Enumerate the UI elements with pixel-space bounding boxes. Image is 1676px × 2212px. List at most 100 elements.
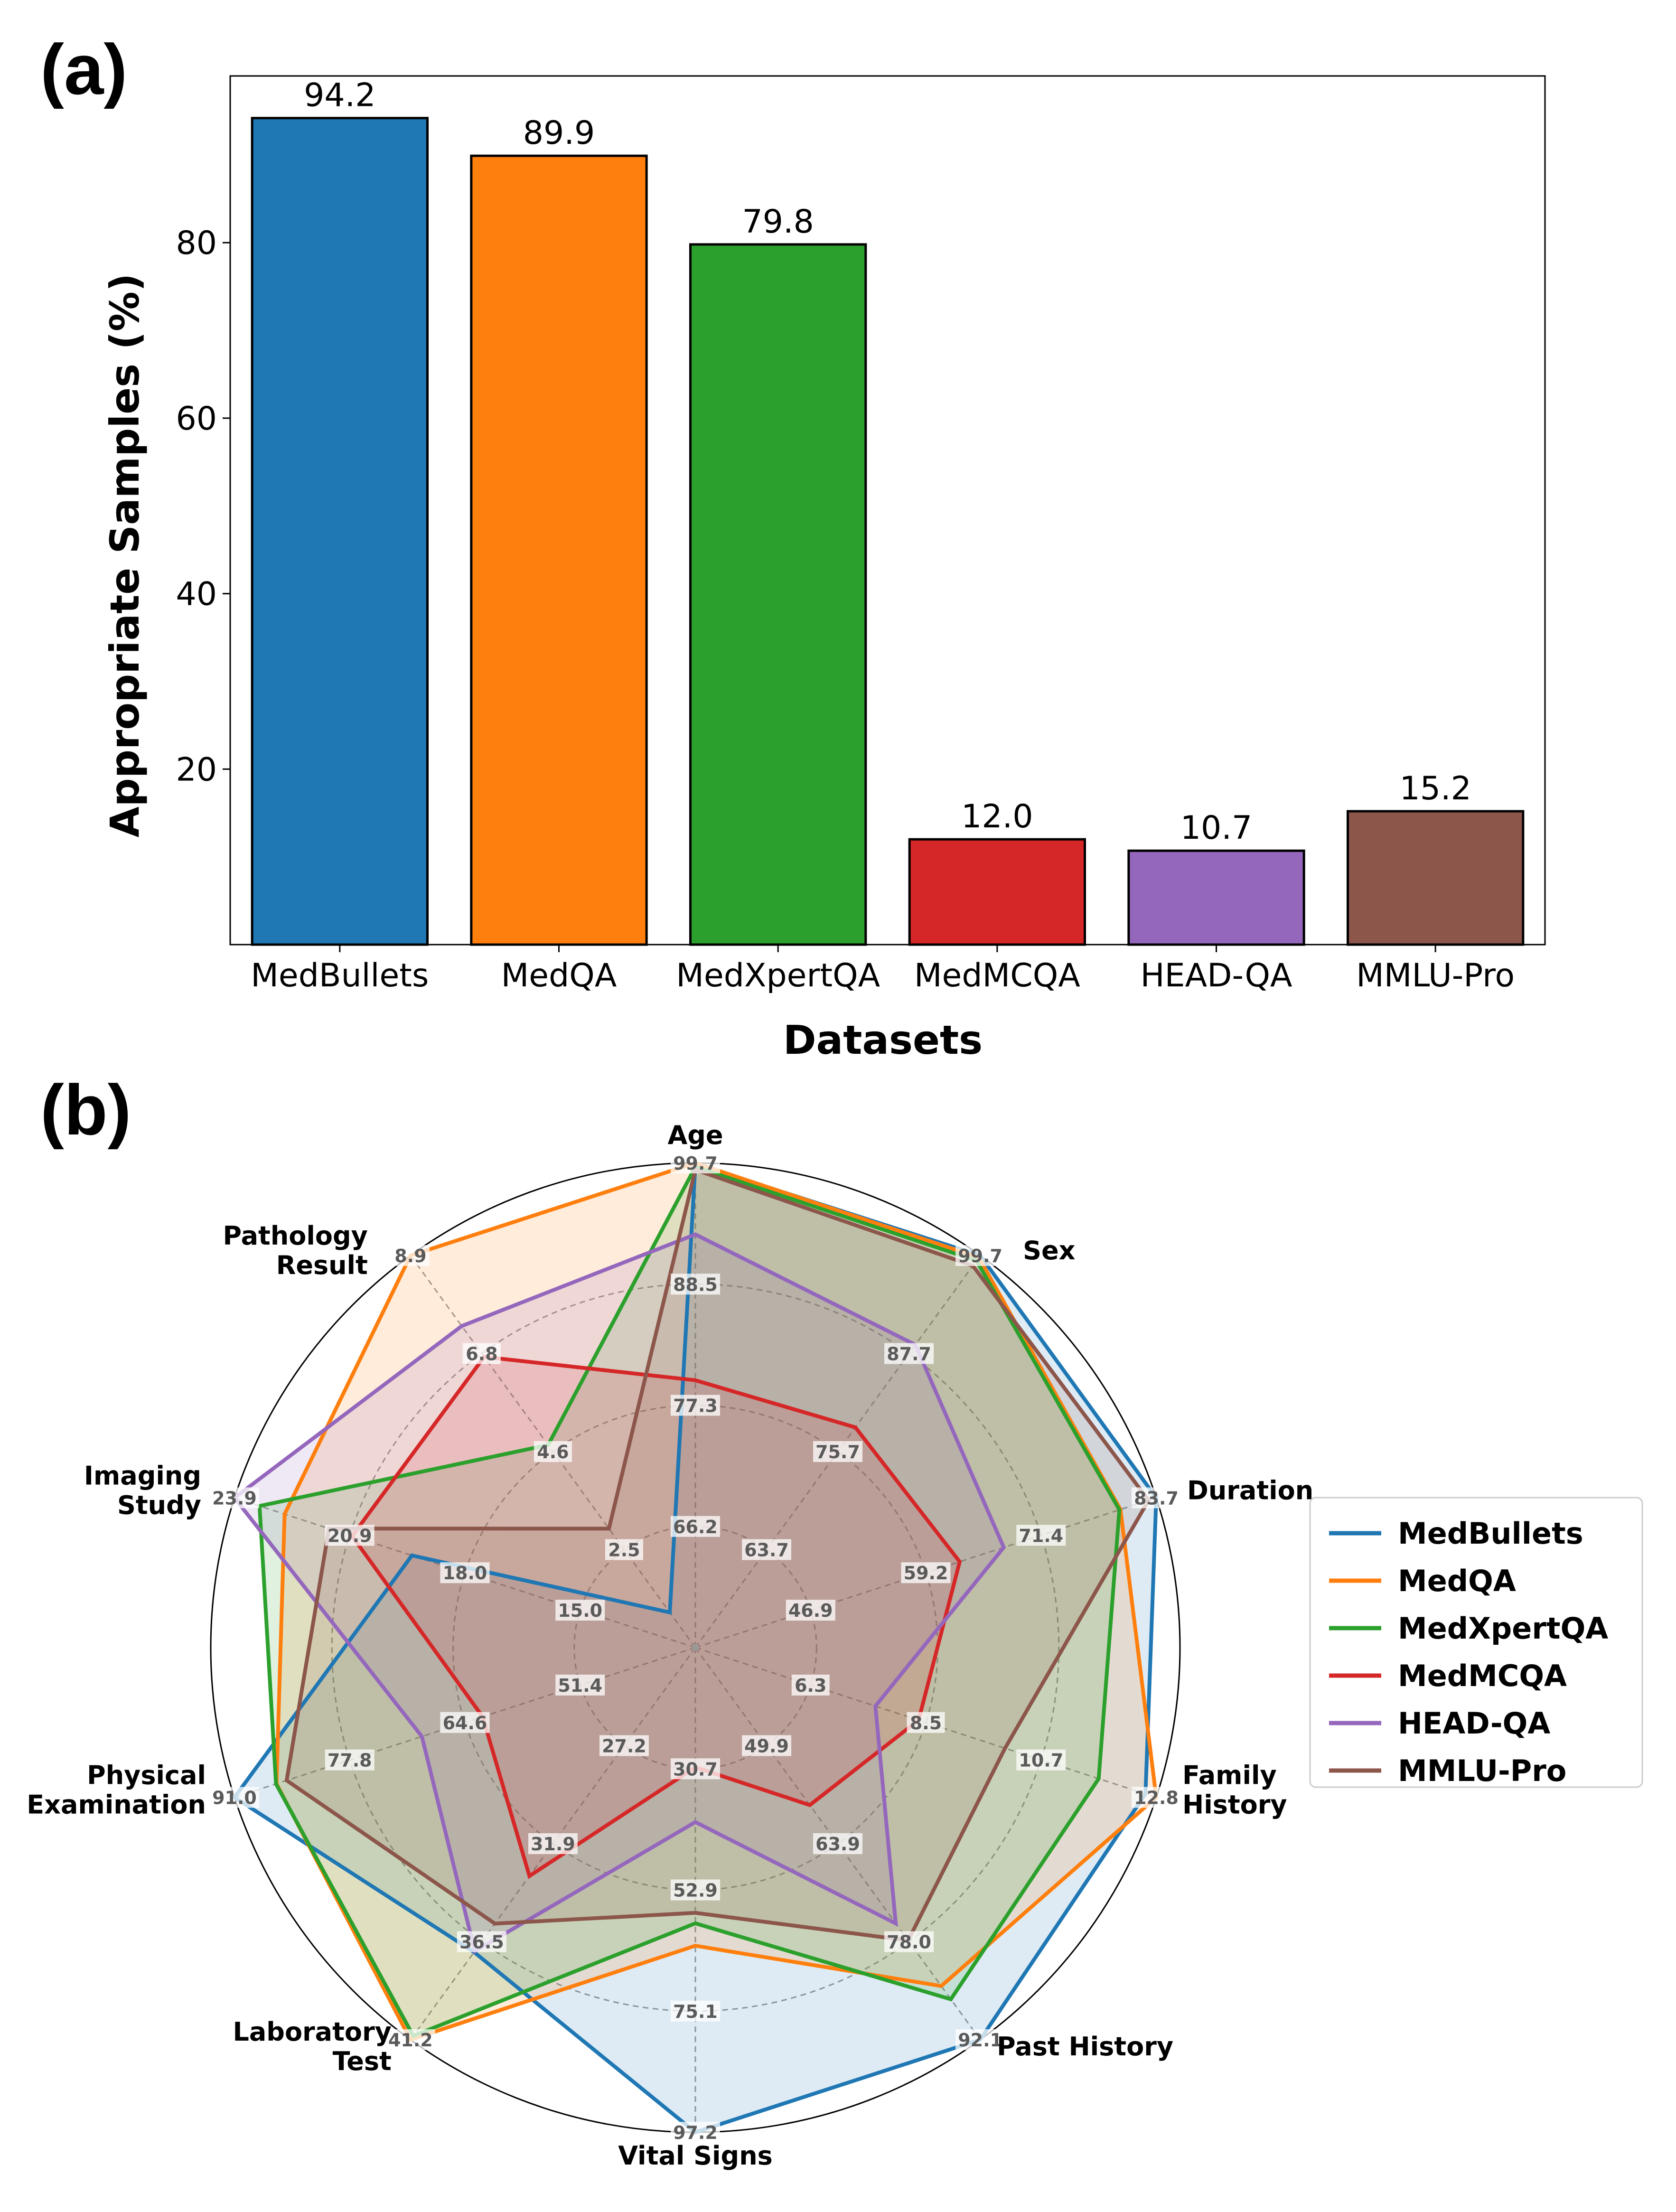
x-tick-label: MedXpertQA: [676, 957, 880, 994]
ring-label-box: [1132, 1787, 1181, 1808]
legend-label: HEAD-QA: [1398, 1706, 1550, 1741]
ring-label-box: [884, 1343, 934, 1364]
bar-mmlu-pro: [1347, 810, 1525, 946]
bar-value-label: 79.8: [742, 203, 814, 241]
ring-label-box: [813, 1441, 863, 1462]
x-tick-label: MedBullets: [251, 957, 429, 994]
bar-value-label: 10.7: [1180, 809, 1252, 847]
ring-label: 99.7: [958, 1246, 1002, 1266]
ring-label-box: [1016, 1749, 1066, 1771]
x-axis-title: Datasets: [783, 1017, 983, 1063]
ring-label-box: [786, 1600, 835, 1621]
ring-label: 52.9: [673, 1880, 718, 1901]
series-fill-medxpertqa: [259, 1167, 1120, 2036]
ring-label-box: [671, 1879, 720, 1901]
y-tick-label: 20: [176, 751, 217, 788]
plot-frame: [229, 75, 1546, 946]
ring-label-box: [671, 1758, 720, 1780]
ring-label-box: [599, 1735, 649, 1756]
ring-label: 49.9: [744, 1736, 789, 1757]
axis-name: Vital Signs: [618, 2141, 773, 2171]
ring-label: 8.5: [910, 1713, 942, 1734]
ring-label-box: [791, 1674, 830, 1696]
axis-name: Laboratory Test: [233, 2017, 391, 2076]
ring-label: 41.2: [388, 2030, 433, 2051]
bar-value-label: 94.2: [304, 77, 375, 114]
center-dot: [692, 1644, 699, 1651]
axis-name-line: Pathology: [223, 1221, 367, 1251]
ring-label: 64.6: [443, 1713, 487, 1734]
ring-label-box: [671, 2122, 720, 2143]
ring-label-box: [209, 1487, 259, 1509]
y-tick-label: 60: [176, 400, 217, 438]
radar-chart: 66.2 77.3 88.5 99.7 63.7 75.7 87.7 99.7 59.2 71.4…: [27, 1120, 1313, 2171]
ring-label-box: [671, 1274, 720, 1295]
ring-label-box: [907, 1712, 945, 1733]
ring-label-box: [955, 2029, 1005, 2051]
ring-label: 78.0: [887, 1932, 931, 1953]
ring-label-box: [742, 1539, 792, 1560]
bar-value-label: 89.9: [523, 114, 595, 152]
ring-label: 31.9: [531, 1834, 575, 1855]
x-tick-label: MedQA: [501, 957, 617, 994]
legend-label: MedXpertQA: [1398, 1611, 1608, 1646]
axis-name: Imaging Study: [84, 1461, 201, 1520]
ring-label-box: [605, 1539, 643, 1560]
legend-box: [1309, 1497, 1643, 1788]
ring-label-box: [462, 1343, 501, 1364]
ring-label-box: [742, 1735, 792, 1756]
axis-name-line: Laboratory: [233, 2017, 391, 2047]
ring-label: 97.2: [673, 2122, 718, 2143]
ring-label: 23.9: [212, 1488, 257, 1509]
x-tick-label: HEAD-QA: [1140, 957, 1292, 994]
ring-label: 88.5: [673, 1274, 718, 1295]
ring-label: 6.8: [466, 1343, 497, 1364]
ring-label-box: [391, 1245, 430, 1266]
bar-head-qa: [1127, 849, 1305, 946]
ring-label-box: [1016, 1525, 1066, 1546]
ring-label-box: [528, 1833, 578, 1855]
ring-label-box: [901, 1562, 951, 1584]
ring-label: 2.5: [608, 1539, 640, 1560]
ring-label: 75.7: [815, 1442, 860, 1462]
ring-label: 12.8: [1134, 1788, 1179, 1809]
ring-label-box: [534, 1441, 572, 1462]
ring-label-box: [671, 1516, 720, 1537]
x-tick-label: MedMCQA: [914, 957, 1080, 994]
bar-chart: 20 40 60 80 94.2 MedBullets 89.9 MedQA 79.8 MedXp…: [102, 75, 1546, 1063]
legend-label: MedMCQA: [1398, 1659, 1567, 1693]
ring-label-box: [884, 1931, 934, 1952]
ring-label-box: [1132, 1487, 1181, 1509]
ring-label-box: [555, 1674, 605, 1696]
ring-label-box: [325, 1525, 375, 1546]
bar-value-label: 15.2: [1399, 770, 1471, 807]
ring-label: 71.4: [1019, 1525, 1063, 1546]
axis-name-line: Family: [1182, 1761, 1277, 1790]
ring-label: 15.0: [558, 1600, 602, 1621]
ring-label: 83.7: [1134, 1488, 1179, 1509]
bar-medxpertqa: [689, 243, 867, 946]
ring-label: 30.7: [673, 1759, 718, 1780]
ring-label: 87.7: [887, 1343, 931, 1364]
axis-name: Past History: [997, 2032, 1173, 2062]
y-axis-title: Appropriate Samples (%): [102, 273, 148, 838]
ring-label: 77.8: [328, 1750, 372, 1771]
axis-name-line: Imaging: [84, 1461, 201, 1490]
ring-label: 18.0: [443, 1563, 487, 1584]
bar-medqa: [470, 154, 648, 946]
axis-name: Pathology Result: [223, 1221, 367, 1280]
y-tick-label: 80: [176, 225, 217, 262]
ring-label: 6.3: [795, 1675, 826, 1696]
ring-label-box: [457, 1931, 506, 1952]
ring-label-box: [440, 1712, 490, 1733]
axis-name-line: Physical: [87, 1761, 206, 1790]
ring-label: 36.5: [459, 1932, 504, 1953]
axis-name-line: Past History: [997, 2032, 1173, 2062]
bar-medmcqa: [908, 838, 1086, 946]
ring-label: 27.2: [602, 1736, 646, 1757]
bar-value-label: 12.0: [961, 798, 1033, 835]
ring-label: 4.6: [537, 1442, 569, 1462]
ring-label-box: [671, 1395, 720, 1416]
ring-label-box: [555, 1600, 605, 1621]
legend-label: MedQA: [1398, 1564, 1516, 1598]
